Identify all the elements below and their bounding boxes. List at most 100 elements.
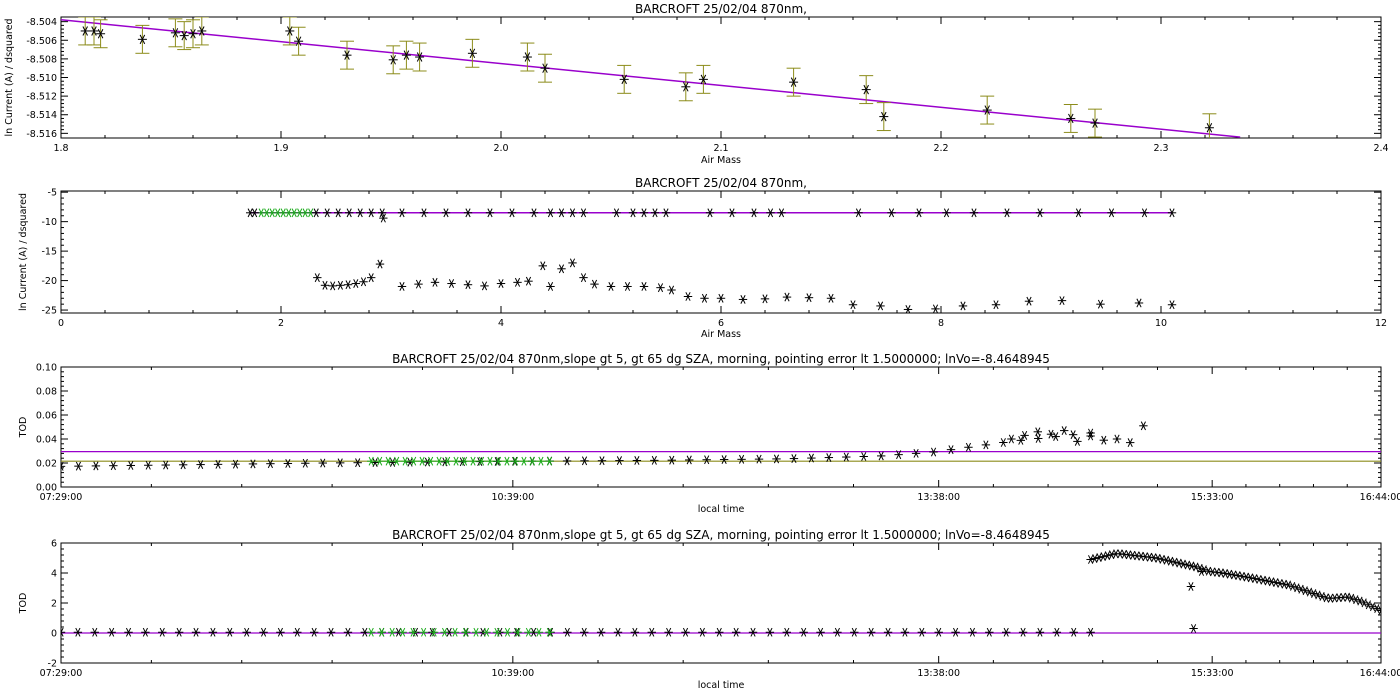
plot-area — [246, 208, 1177, 313]
chart-title: BARCROFT 25/02/04 870nm,slope gt 5, gt 6… — [392, 528, 1050, 542]
data-point — [375, 259, 385, 269]
y-tick-label: 4 — [51, 569, 57, 580]
data-point — [639, 282, 649, 291]
x-tick-label: 07:29:00 — [40, 668, 83, 679]
data-point — [942, 208, 951, 218]
data-point — [367, 208, 376, 218]
data-point — [471, 627, 481, 637]
data-point — [667, 285, 676, 295]
data-point — [705, 208, 715, 218]
x-tick-label: 10 — [1155, 318, 1167, 329]
data-point — [782, 627, 791, 637]
data-point — [398, 627, 407, 637]
x-tick-label: 1.9 — [273, 143, 288, 154]
data-point — [782, 292, 792, 302]
data-point — [485, 208, 495, 218]
x-tick-label: 2.3 — [1153, 143, 1168, 154]
data-point — [628, 208, 638, 218]
data-point — [367, 627, 376, 637]
data-point — [1035, 627, 1045, 637]
data-point — [968, 627, 977, 637]
data-point — [1046, 429, 1056, 439]
data-point — [964, 442, 973, 452]
data-point — [887, 208, 896, 218]
x-tick-label: 4 — [498, 318, 504, 329]
data-point — [596, 627, 606, 637]
data-point — [1191, 562, 1201, 572]
data-point — [1189, 624, 1198, 633]
data-point — [73, 627, 83, 637]
data-point — [1197, 567, 1206, 576]
data-point — [434, 456, 444, 466]
data-point — [982, 105, 992, 115]
data-point — [1002, 208, 1012, 218]
data-point — [1237, 571, 1247, 581]
x-axis-label: local time — [698, 504, 745, 515]
data-point — [639, 208, 649, 218]
data-point — [511, 456, 520, 466]
data-point — [379, 213, 388, 223]
data-point — [737, 454, 746, 464]
data-point — [1112, 434, 1122, 444]
data-point — [447, 279, 456, 288]
data-point — [1301, 586, 1310, 596]
data-point — [197, 26, 207, 36]
data-point — [283, 459, 293, 468]
data-point — [397, 208, 407, 218]
data-point — [1002, 627, 1011, 637]
data-point — [124, 627, 133, 637]
data-point — [293, 627, 302, 637]
data-point — [90, 627, 99, 637]
data-point — [580, 627, 589, 637]
data-point — [545, 627, 554, 637]
data-point — [1060, 426, 1069, 436]
plot-frame — [60, 16, 1382, 139]
data-point — [74, 461, 83, 471]
data-point — [1162, 555, 1171, 565]
data-point — [1107, 208, 1116, 218]
data-point — [353, 458, 362, 468]
y-tick-label: -15 — [41, 247, 57, 258]
data-point — [467, 48, 477, 59]
data-point — [1068, 430, 1078, 440]
data-point — [1258, 575, 1268, 585]
data-point — [917, 627, 927, 637]
data-point — [507, 208, 517, 218]
data-point — [981, 440, 991, 450]
data-point — [383, 456, 393, 466]
x-tick-label: 1.8 — [53, 143, 68, 154]
y-tick-label: -8.510 — [26, 73, 57, 84]
data-point — [463, 280, 473, 290]
data-point — [772, 454, 781, 464]
data-point — [259, 627, 268, 637]
data-point — [719, 455, 729, 464]
data-point — [698, 627, 707, 637]
data-point — [343, 627, 353, 637]
data-point — [900, 627, 910, 637]
data-point — [351, 279, 360, 288]
x-tick-label: 07:29:00 — [40, 492, 83, 503]
data-point — [807, 453, 816, 463]
data-point — [1096, 299, 1105, 309]
x-tick-label: 10:39:00 — [492, 668, 535, 679]
y-tick-label: -2 — [48, 659, 57, 670]
data-point — [1020, 430, 1029, 440]
data-point — [414, 279, 423, 289]
data-point — [1187, 561, 1196, 571]
data-point — [538, 261, 547, 271]
data-point — [1225, 569, 1234, 579]
data-point — [1107, 550, 1116, 560]
data-point — [1254, 574, 1264, 584]
data-point — [748, 627, 758, 637]
x-tick-label: 12 — [1375, 318, 1387, 329]
data-point — [1221, 569, 1230, 578]
y-tick-label: 0.04 — [36, 435, 57, 446]
data-point — [429, 627, 439, 637]
data-point — [656, 283, 665, 293]
data-point — [318, 458, 327, 468]
data-point — [80, 26, 90, 36]
data-point — [546, 208, 555, 218]
data-point — [137, 34, 147, 45]
y-tick-label: 0.00 — [36, 483, 57, 494]
